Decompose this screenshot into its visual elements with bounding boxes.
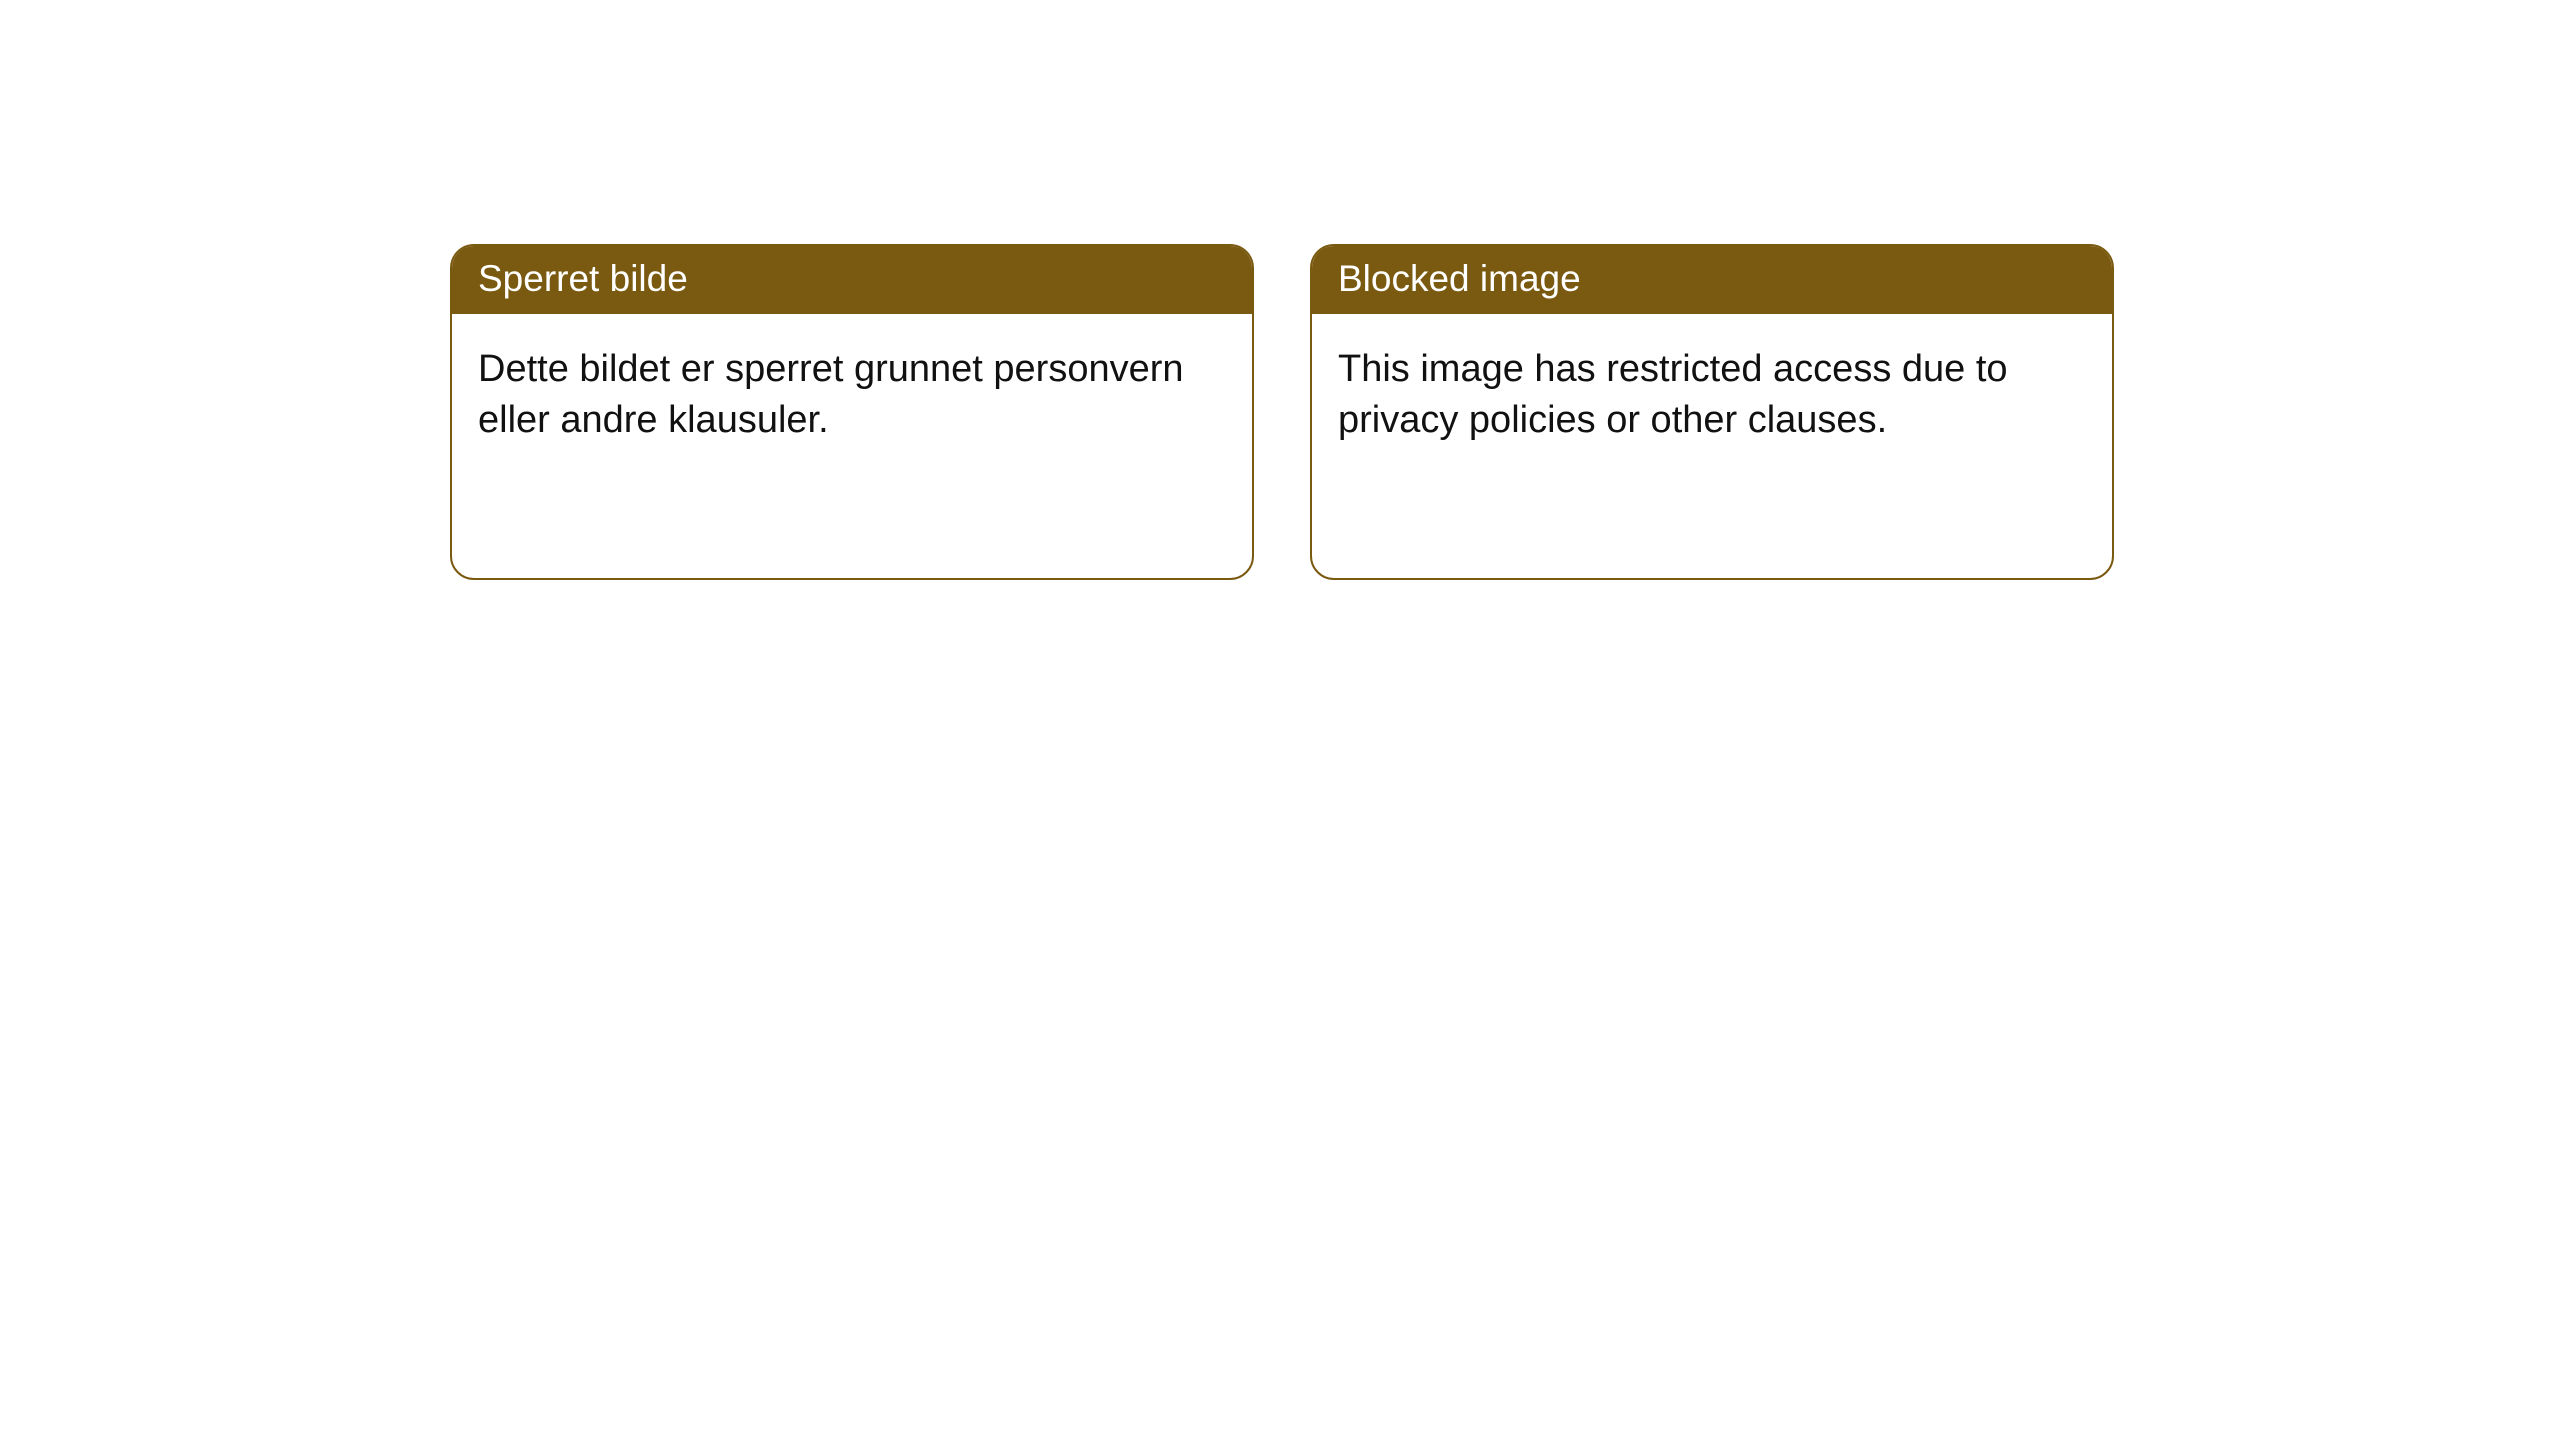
card-body: This image has restricted access due to …	[1312, 314, 2112, 477]
blocked-image-card-en: Blocked image This image has restricted …	[1310, 244, 2114, 580]
card-body-text: This image has restricted access due to …	[1338, 348, 2008, 441]
card-header: Sperret bilde	[452, 246, 1252, 314]
card-body-text: Dette bildet er sperret grunnet personve…	[478, 348, 1184, 441]
card-header: Blocked image	[1312, 246, 2112, 314]
card-title: Sperret bilde	[478, 258, 688, 299]
notice-container: Sperret bilde Dette bildet er sperret gr…	[0, 0, 2560, 580]
blocked-image-card-no: Sperret bilde Dette bildet er sperret gr…	[450, 244, 1254, 580]
card-body: Dette bildet er sperret grunnet personve…	[452, 314, 1252, 477]
card-title: Blocked image	[1338, 258, 1581, 299]
